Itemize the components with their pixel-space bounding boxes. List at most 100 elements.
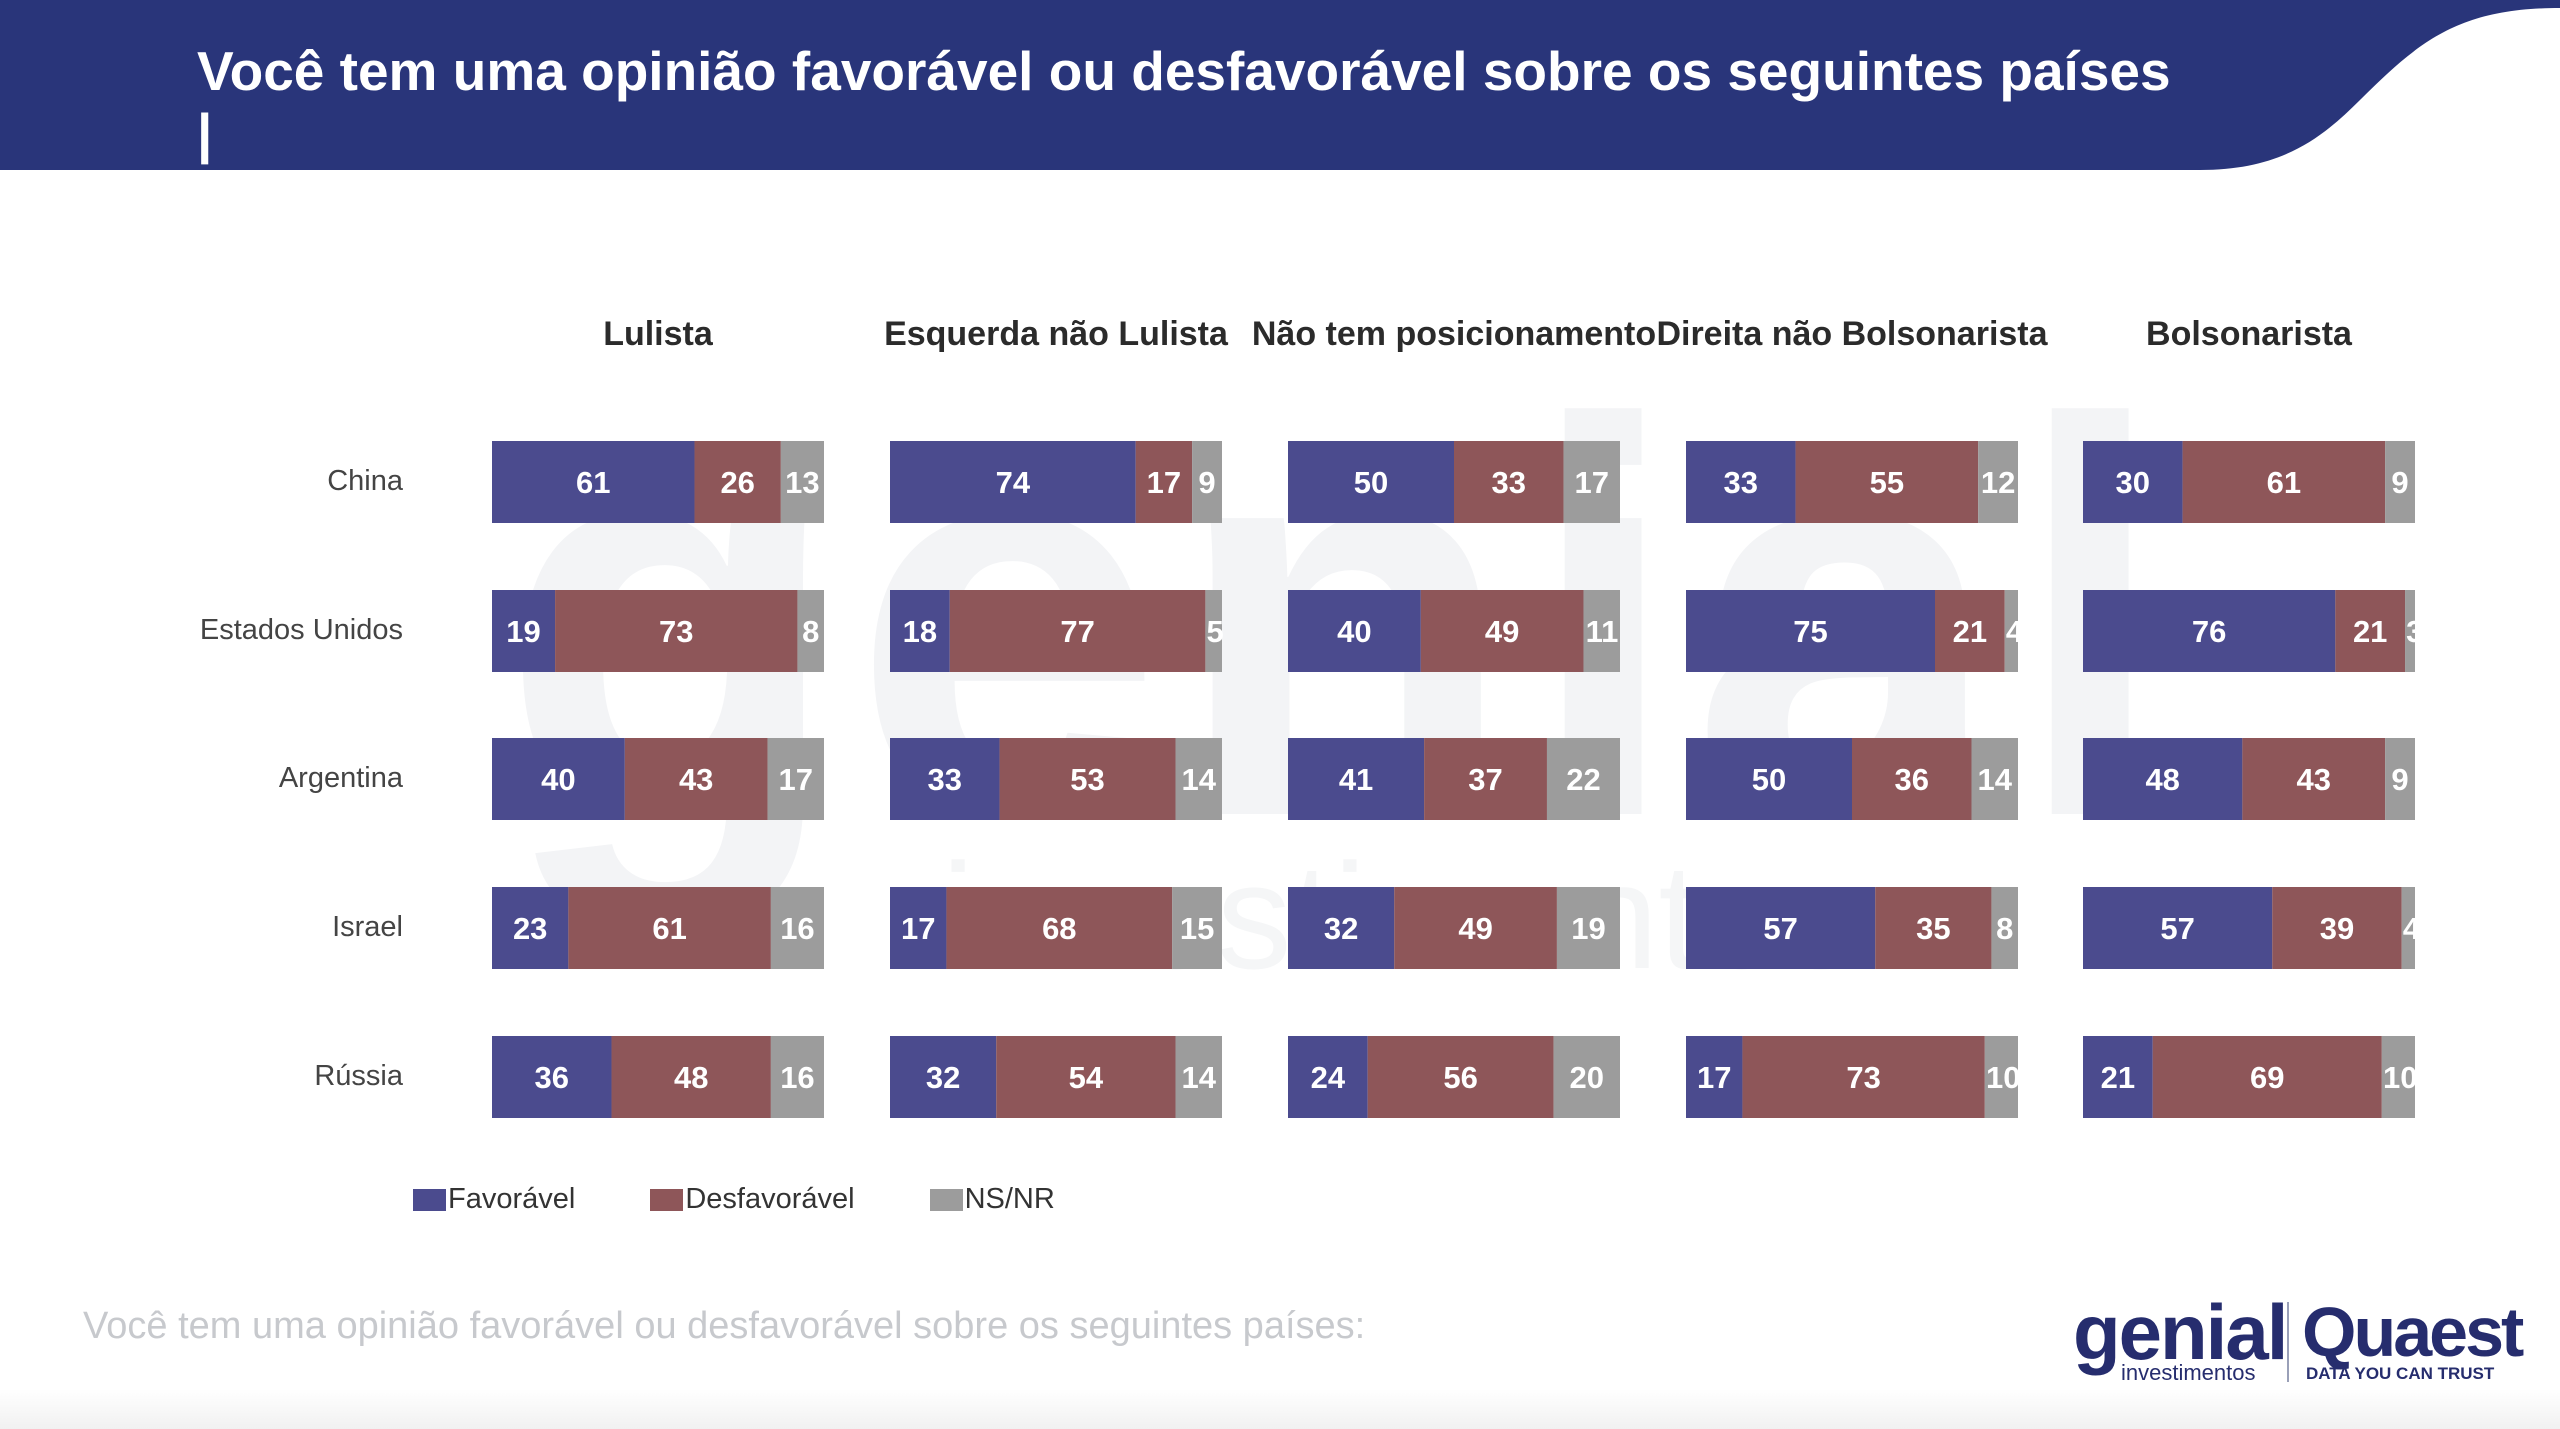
bar-segment-0-1-1 <box>555 590 798 672</box>
bar-label-4-2-2: 9 <box>2391 762 2408 797</box>
quaest-logo-word: Quaest <box>2302 1293 2524 1371</box>
row-label-1: Estados Unidos <box>199 614 403 646</box>
legend-swatch-0 <box>413 1188 446 1211</box>
bar-label-0-3-2: 16 <box>780 911 814 946</box>
bar-label-3-2-1: 36 <box>1895 762 1929 797</box>
bar-segment-0-2-1 <box>624 738 768 820</box>
bar-segment-2-0-2 <box>1563 441 1620 523</box>
legend-label-1: Desfavorável <box>685 1183 855 1215</box>
bar-label-0-1-2: 8 <box>802 614 819 649</box>
bar-segment-2-2-1 <box>1424 738 1547 820</box>
bar-segment-4-1-1 <box>2335 590 2406 672</box>
bar-segment-4-2-2 <box>2385 738 2415 820</box>
legend-label-0: Favorável <box>448 1183 576 1215</box>
bar-label-0-2-2: 17 <box>779 762 813 797</box>
legend-item-2: NS/NR <box>929 1183 1055 1216</box>
bar-segment-1-3-0 <box>890 887 947 969</box>
bar-label-0-4-0: 36 <box>535 1060 569 1095</box>
bar-label-1-1-0: 18 <box>903 614 937 649</box>
group-header-1: Esquerda não Lulista <box>884 315 1228 353</box>
bar-label-3-0-1: 55 <box>1870 465 1904 500</box>
bar-segment-2-1-2 <box>1583 590 1620 672</box>
bar-segment-4-0-2 <box>2385 441 2415 523</box>
header-band <box>0 0 2560 170</box>
bar-segment-1-0-2 <box>1192 441 1222 523</box>
bar-segment-3-2-0 <box>1686 738 1852 820</box>
group-header-2: Não tem posicionamento <box>1251 315 1657 353</box>
bar-label-2-2-1: 37 <box>1468 762 1502 797</box>
bar-segment-0-4-0 <box>492 1036 612 1118</box>
group-header-4: Bolsonarista <box>2146 315 2352 353</box>
bar-segment-2-0-1 <box>1454 441 1564 523</box>
page-title-line-1: Você tem uma opinião favorável ou desfav… <box>197 40 2171 164</box>
bar-segment-0-2-2 <box>767 738 824 820</box>
bar-label-4-1-2: 3 <box>2406 614 2423 649</box>
bar-segment-0-4-2 <box>770 1036 824 1118</box>
bar-label-3-2-2: 14 <box>1978 762 2013 797</box>
page-title-line-2: Posicionamento político <box>197 164 833 226</box>
row-label-0: China <box>327 465 403 497</box>
bar-label-2-0-2: 17 <box>1575 465 1609 500</box>
bar-label-2-2-0: 41 <box>1339 762 1373 797</box>
bar-label-4-1-0: 76 <box>2192 614 2226 649</box>
bar-label-0-3-1: 61 <box>652 911 686 946</box>
bar-segment-3-2-2 <box>1971 738 2018 820</box>
bar-segment-2-2-2 <box>1546 738 1620 820</box>
bar-label-1-2-2: 14 <box>1182 762 1217 797</box>
bar-segment-1-1-2 <box>1205 590 1222 672</box>
bar-label-3-4-2: 10 <box>1986 1060 2020 1095</box>
bar-segment-3-1-0 <box>1686 590 1935 672</box>
bar-segment-1-0-0 <box>890 441 1136 523</box>
bar-segment-3-0-0 <box>1686 441 1796 523</box>
group-header-0: Lulista <box>603 315 713 353</box>
group-header-3: Direita não Bolsonarista <box>1656 315 2048 353</box>
bar-segment-2-0-0 <box>1288 441 1454 523</box>
bar-segment-1-3-1 <box>946 887 1173 969</box>
bar-label-2-3-1: 49 <box>1458 911 1492 946</box>
bar-segment-1-2-2 <box>1175 738 1222 820</box>
bar-label-4-2-1: 43 <box>2296 762 2330 797</box>
bar-label-4-0-2: 9 <box>2391 465 2408 500</box>
bar-label-0-0-1: 26 <box>720 465 754 500</box>
bar-label-1-3-0: 17 <box>901 911 935 946</box>
bar-segment-3-3-1 <box>1875 887 1992 969</box>
bar-label-4-3-2: 4 <box>2403 911 2421 946</box>
bar-label-3-3-2: 8 <box>1996 911 2013 946</box>
bar-label-3-0-2: 12 <box>1981 465 2015 500</box>
quaest-logo-tagline: DATA YOU CAN TRUST <box>2306 1364 2495 1383</box>
bar-segment-0-1-2 <box>797 590 824 672</box>
legend-item-1: Desfavorável <box>650 1183 855 1216</box>
bar-segment-4-3-0 <box>2083 887 2273 969</box>
bar-segment-4-1-0 <box>2083 590 2336 672</box>
bar-segment-2-4-0 <box>1288 1036 1368 1118</box>
bar-label-4-0-1: 61 <box>2267 465 2301 500</box>
bar-segment-2-3-0 <box>1288 887 1395 969</box>
bar-label-1-4-2: 14 <box>1182 1060 1217 1095</box>
bar-label-4-2-0: 48 <box>2145 762 2179 797</box>
bar-label-1-4-1: 54 <box>1069 1060 1104 1095</box>
bar-label-2-1-2: 11 <box>1586 614 1619 649</box>
bar-label-4-4-1: 69 <box>2250 1060 2284 1095</box>
legend-label-2: NS/NR <box>964 1183 1055 1215</box>
row-label-3: Israel <box>332 911 403 943</box>
bar-segment-4-4-2 <box>2381 1036 2415 1118</box>
genial-logo-word: genial <box>2073 1288 2288 1376</box>
bar-segment-3-0-1 <box>1795 441 1979 523</box>
bar-segment-1-2-0 <box>890 738 1000 820</box>
bar-segment-3-1-1 <box>1935 590 2005 672</box>
bar-label-2-3-0: 32 <box>1324 911 1358 946</box>
bar-label-4-1-1: 21 <box>2353 614 2387 649</box>
bar-segment-0-3-1 <box>568 887 771 969</box>
bar-label-4-4-0: 21 <box>2101 1060 2135 1095</box>
bar-segment-0-2-0 <box>492 738 625 820</box>
bar-segment-3-0-2 <box>1978 441 2018 523</box>
bar-label-1-0-2: 9 <box>1198 465 1215 500</box>
bar-label-3-0-0: 33 <box>1724 465 1758 500</box>
bar-label-0-4-2: 16 <box>780 1060 814 1095</box>
bar-label-4-3-0: 57 <box>2160 911 2194 946</box>
bar-segment-4-3-2 <box>2401 887 2415 969</box>
bar-label-1-3-2: 15 <box>1180 911 1214 946</box>
bar-label-0-4-1: 48 <box>674 1060 708 1095</box>
bar-segment-0-0-0 <box>492 441 695 523</box>
bar-label-2-4-2: 20 <box>1570 1060 1604 1095</box>
